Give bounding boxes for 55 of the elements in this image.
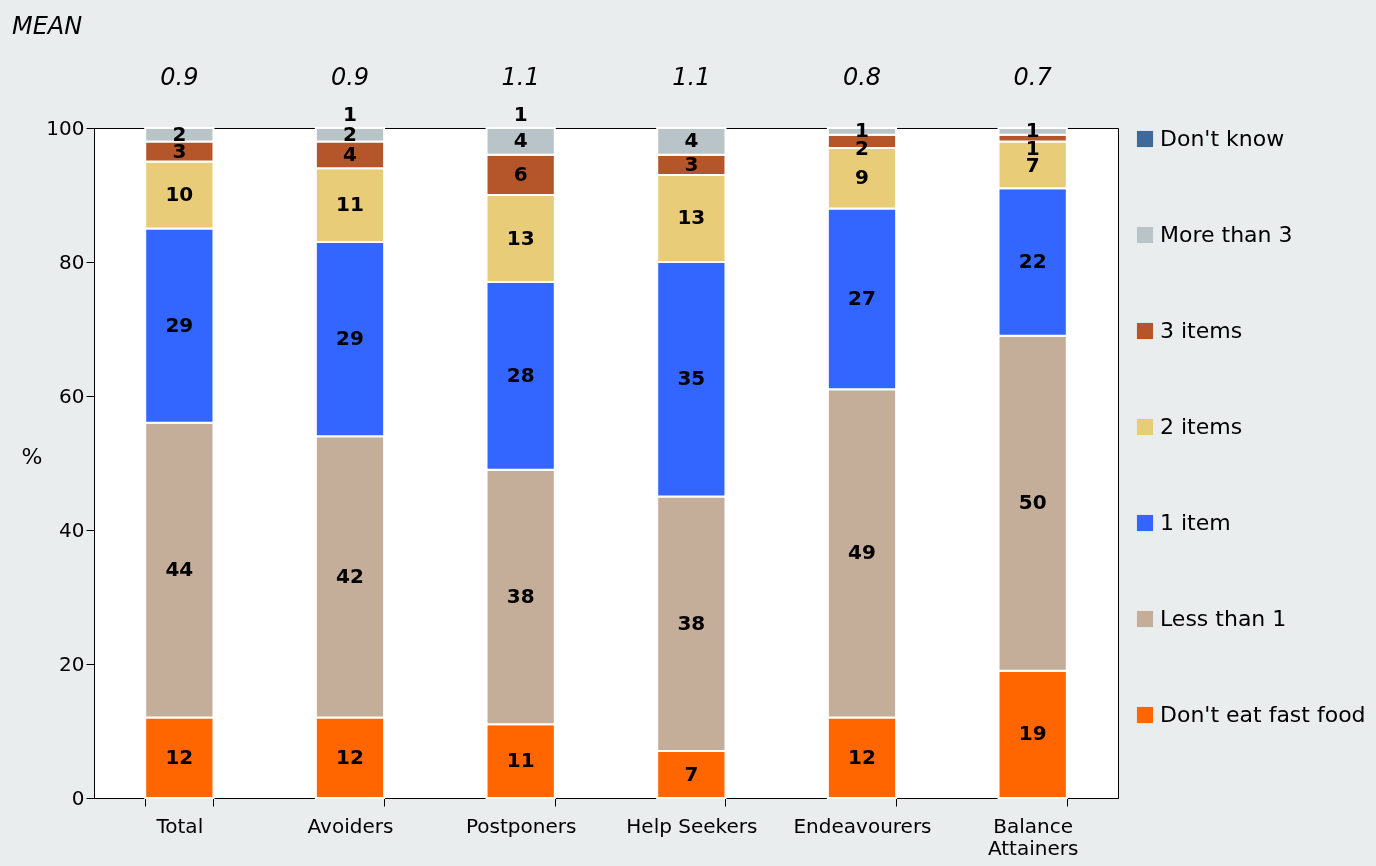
data-label: 13 [677, 205, 706, 230]
annotation: 1 [513, 102, 528, 126]
data-label: 42 [336, 563, 364, 588]
x-tick-label: Balance Attainers [987, 813, 1079, 860]
data-label: 22 [1018, 249, 1047, 273]
data-label: 38 [677, 610, 706, 635]
text: 0.8 [842, 63, 882, 91]
x-tick-label: Total [155, 813, 204, 838]
data-label: 28 [506, 362, 535, 387]
legend-label: 1 item [1160, 510, 1231, 535]
data-label: 13 [506, 225, 535, 250]
data-label: 19 [1018, 721, 1047, 746]
data-label: 9 [855, 165, 869, 190]
data-label: 11 [336, 192, 364, 217]
data-label: 50 [1018, 490, 1047, 515]
data-label: 35 [677, 366, 706, 391]
data-label: 29 [165, 312, 194, 337]
text: 1.1 [672, 63, 711, 91]
y-tick-label: 40 [59, 517, 85, 542]
text: 1.1 [501, 63, 540, 91]
x-tick-label: Endeavourers [793, 813, 932, 838]
y-tick-label: 0 [71, 785, 85, 810]
legend-label: Don't eat fast food [1160, 702, 1366, 727]
x-tick-label: Postponers [465, 813, 577, 838]
legend-label: Less than 1 [1160, 606, 1287, 631]
data-label: 10 [165, 182, 194, 206]
data-label: 29 [336, 326, 364, 351]
x-tick-label: Avoiders [307, 813, 394, 838]
y-tick-label: 100 [46, 115, 85, 140]
data-label: 38 [506, 584, 535, 608]
y-tick-label: 20 [59, 651, 85, 676]
data-label: 4 [684, 128, 699, 153]
data-label: 7 [684, 761, 699, 786]
data-label: 12 [165, 744, 194, 769]
data-label: 49 [848, 540, 876, 565]
data-label: 12 [336, 744, 364, 769]
y-axis-title: % [21, 443, 43, 469]
legend-label: Don't know [1160, 126, 1285, 151]
x-tick-label: Help Seekers [626, 813, 758, 838]
data-label: 4 [513, 128, 528, 153]
legend-label: 3 items [1160, 318, 1243, 343]
y-tick-label: 80 [59, 249, 85, 274]
data-label: 44 [165, 557, 194, 582]
text: 0.9 [160, 63, 199, 91]
data-label: 27 [848, 285, 876, 310]
data-label: 3 [684, 151, 699, 176]
legend-label: 2 items [1160, 414, 1243, 439]
y-tick-label: 60 [59, 383, 85, 408]
data-label: 12 [848, 744, 876, 769]
data-label: 11 [506, 748, 535, 773]
legend-label: More than 3 [1160, 222, 1293, 247]
text: 0.7 [1013, 63, 1053, 91]
data-label: 6 [513, 161, 528, 186]
text: 0.9 [330, 63, 370, 91]
text: MEAN [12, 12, 83, 40]
